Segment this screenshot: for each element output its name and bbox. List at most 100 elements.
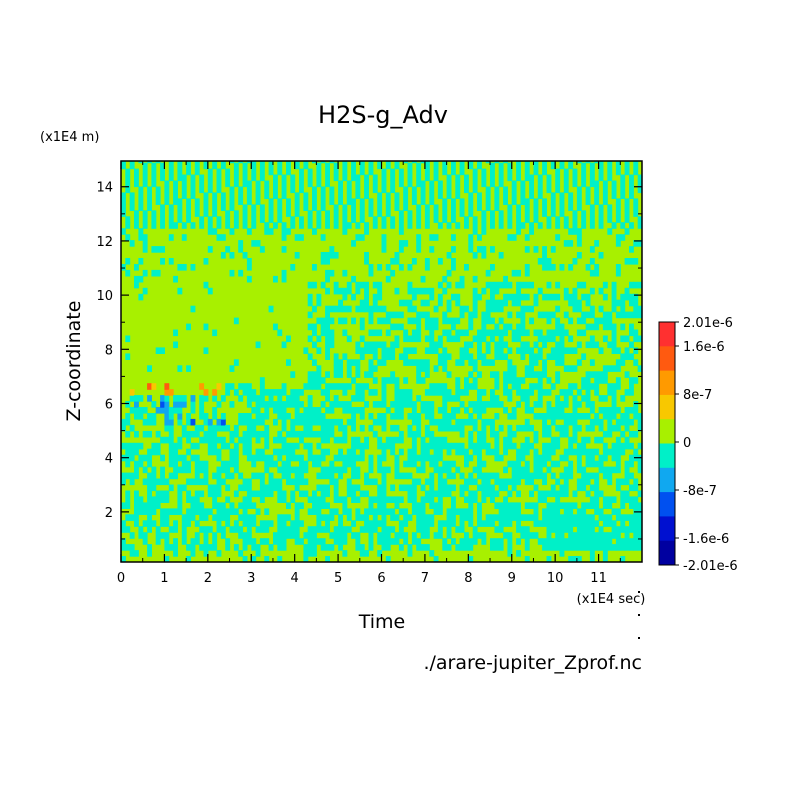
- contour-cell: [516, 287, 521, 295]
- contour-cell: [385, 204, 391, 211]
- contour-cell: [481, 520, 487, 527]
- contour-cell: [433, 418, 439, 426]
- contour-cell: [385, 556, 391, 562]
- contour-cell: [437, 180, 443, 188]
- contour-cell: [277, 413, 283, 420]
- contour-cell: [559, 192, 565, 199]
- contour-cell: [155, 448, 161, 456]
- contour-cell: [125, 544, 131, 551]
- contour-cell: [264, 222, 270, 229]
- contour-cell: [147, 192, 152, 199]
- contour-cell: [251, 204, 257, 211]
- contour-cell: [546, 329, 552, 337]
- contour-cell: [203, 192, 209, 199]
- contour-cell: [598, 252, 604, 259]
- contour-cell: [212, 413, 218, 420]
- contour-cell: [259, 538, 265, 545]
- contour-cell: [433, 502, 439, 509]
- contour-cell: [633, 484, 639, 492]
- contour-cell: [629, 418, 634, 426]
- contour-cell: [498, 478, 504, 486]
- contour-cell: [620, 526, 626, 533]
- contour-cell: [316, 407, 322, 414]
- contour-cell: [481, 216, 487, 223]
- contour-cell: [468, 418, 474, 426]
- contour-cell: [507, 520, 513, 527]
- contour-cell: [602, 413, 608, 420]
- contour-cell: [368, 311, 374, 319]
- contour-cell: [416, 329, 422, 337]
- contour-cell: [333, 454, 339, 462]
- contour-cell: [212, 502, 218, 509]
- contour-cell: [255, 508, 261, 515]
- contour-cell: [312, 371, 317, 378]
- contour-cell: [615, 299, 621, 307]
- contour-cell: [394, 204, 400, 211]
- contour-cell: [503, 407, 508, 414]
- contour-cell: [333, 466, 339, 474]
- contour-cell: [494, 472, 500, 480]
- contour-cell: [442, 329, 448, 337]
- y-tick-label: 10: [96, 289, 113, 304]
- contour-cell: [342, 222, 348, 229]
- contour-cell: [637, 222, 642, 229]
- contour-cell: [242, 508, 248, 515]
- contour-cell: [142, 240, 148, 247]
- contour-cell: [312, 496, 317, 503]
- contour-cell: [190, 538, 196, 545]
- contour-cell: [468, 323, 474, 331]
- contour-cell: [624, 436, 630, 444]
- contour-cell: [225, 389, 231, 396]
- contour-cell: [589, 359, 595, 366]
- contour-cell: [424, 389, 430, 396]
- contour-cell: [190, 418, 196, 426]
- contour-cell: [129, 407, 135, 414]
- contour-cell: [459, 401, 465, 408]
- contour-cell: [138, 395, 144, 402]
- contour-cell: [342, 174, 348, 182]
- contour-cell: [303, 490, 309, 498]
- contour-cell: [364, 508, 369, 515]
- contour-cell: [472, 359, 478, 366]
- contour-cell: [559, 198, 565, 205]
- contour-cell: [429, 287, 435, 295]
- contour-cell: [555, 490, 561, 498]
- contour-cell: [424, 161, 430, 164]
- contour-cell: [594, 198, 600, 205]
- contour-cell: [377, 418, 383, 426]
- contour-cell: [372, 281, 378, 289]
- contour-cell: [255, 418, 261, 426]
- contour-cell: [259, 246, 265, 253]
- contour-cell: [581, 293, 587, 301]
- contour-cell: [598, 538, 604, 545]
- contour-cell: [411, 460, 417, 468]
- contour-cell: [168, 407, 174, 414]
- contour-cell: [477, 371, 482, 378]
- contour-cell: [355, 472, 361, 480]
- contour-cell: [589, 168, 595, 176]
- contour-cell: [576, 359, 582, 366]
- contour-cell: [364, 186, 369, 194]
- contour-cell: [403, 395, 409, 402]
- contour-cell: [359, 299, 365, 307]
- contour-cell: [581, 180, 587, 188]
- contour-cell: [333, 418, 339, 426]
- contour-cell: [533, 359, 539, 366]
- contour-cell: [225, 460, 231, 468]
- contour-cell: [403, 335, 409, 343]
- contour-cell: [542, 162, 547, 170]
- contour-cell: [173, 442, 178, 450]
- contour-cell: [629, 180, 634, 188]
- contour-cell: [394, 424, 400, 432]
- contour-cell: [333, 162, 339, 170]
- contour-cell: [290, 496, 296, 503]
- contour-cell: [503, 389, 508, 396]
- contour-cell: [637, 490, 642, 498]
- contour-cell: [446, 448, 452, 456]
- contour-cell: [485, 442, 491, 450]
- contour-cell: [464, 389, 469, 396]
- contour-cell: [537, 222, 543, 229]
- contour-cell: [520, 281, 526, 289]
- contour-cell: [468, 436, 474, 444]
- contour-cell: [611, 395, 617, 402]
